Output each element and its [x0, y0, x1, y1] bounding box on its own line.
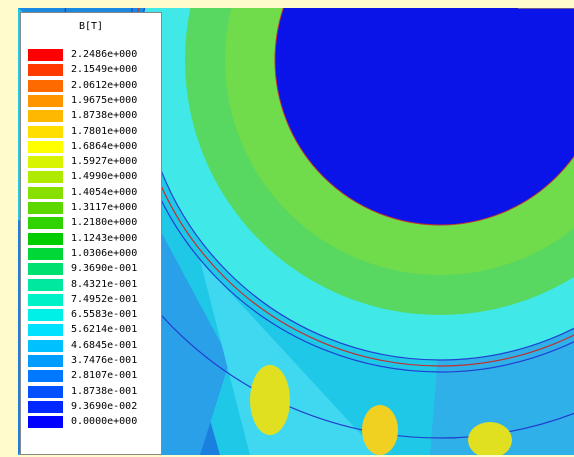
legend-label: 6.5583e-001: [71, 309, 138, 321]
color-swatch: [28, 232, 63, 245]
legend-label: 9.3690e-002: [71, 400, 138, 412]
color-swatch: [28, 156, 63, 169]
color-swatch: [28, 324, 63, 337]
legend-label: 1.7801e+000: [71, 125, 138, 137]
color-swatch: [28, 49, 63, 61]
legend-label: 1.4990e+000: [71, 171, 138, 183]
legend-label: 1.2180e+000: [71, 217, 138, 229]
color-swatch: [28, 140, 63, 153]
legend-label: 3.7476e-001: [71, 355, 138, 366]
legend-label: 1.5927e+000: [71, 156, 138, 168]
color-swatch: [28, 278, 63, 291]
legend: B[T] 2.2486e+000 2.1549e+000 2.0612e+000 1.…: [20, 12, 162, 455]
color-swatch: [28, 385, 63, 398]
color-swatch: [28, 263, 63, 276]
legend-label: 1.1243e+000: [71, 232, 138, 244]
color-swatch: [28, 247, 63, 260]
color-swatch: [28, 186, 63, 199]
color-swatch: [28, 339, 63, 352]
legend-label: 1.3117e+000: [71, 202, 138, 213]
legend-label: 4.6845e-001: [71, 339, 138, 351]
legend-label: 2.2486e+000: [71, 49, 138, 60]
legend-label: 1.0306e+000: [71, 247, 138, 259]
legend-label: 5.6214e-001: [71, 324, 138, 336]
legend-label: 2.1549e+000: [71, 64, 138, 76]
legend-label: 1.6864e+000: [71, 140, 138, 152]
legend-label: 1.9675e+000: [71, 94, 138, 106]
legend-title: B[T]: [78, 21, 104, 32]
color-swatch: [28, 370, 63, 383]
legend-label: 9.3690e-001: [71, 263, 138, 275]
color-swatch: [28, 94, 63, 107]
color-swatch: [28, 110, 63, 123]
legend-label: 7.4952e-001: [71, 293, 138, 305]
color-swatch: [28, 309, 63, 322]
color-swatch: [28, 64, 63, 77]
color-swatch: [28, 293, 63, 306]
color-swatch: [28, 171, 63, 184]
legend-label: 1.4054e+000: [71, 186, 138, 198]
legend-label: 2.0612e+000: [71, 79, 138, 91]
color-swatch: [28, 202, 63, 214]
color-swatch: [28, 125, 63, 138]
legend-label: 1.8738e+000: [71, 110, 138, 122]
legend-label: 8.4321e-001: [71, 278, 138, 290]
color-swatch: [28, 400, 63, 413]
legend-label: 2.8107e-001: [71, 370, 138, 382]
color-swatch: [28, 416, 63, 429]
legend-label: 1.8738e-001: [71, 385, 138, 397]
color-swatch: [28, 217, 63, 230]
legend-label: 0.0000e+000: [71, 416, 138, 428]
color-swatch: [28, 355, 63, 367]
color-swatch: [28, 79, 63, 92]
